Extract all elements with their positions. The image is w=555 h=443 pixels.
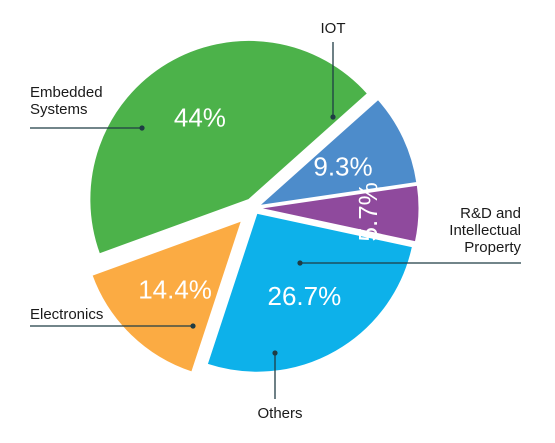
slices-layer [89,39,420,373]
category-label-line: Electronics [30,306,103,323]
leader-dot-randd-and-intellectual-property [297,260,303,266]
category-label-line: IOT [321,20,346,37]
slice-electronics [206,212,413,373]
category-label-line: R&D and [460,205,521,222]
value-label-embedded-systems: 14.4% [138,274,212,304]
category-label-line: Embedded [30,84,103,101]
leaders-layer [30,42,521,399]
slice-iot [89,39,369,255]
category-label-randd-and-intellectual-property: R&D and Intellectual Property [449,205,521,256]
value-label-randd-and-intellectual-property: 9.3% [313,151,372,181]
leader-dot-electronics [190,323,196,329]
category-label-iot: IOT [321,20,346,37]
category-label-electronics: Electronics [30,306,103,323]
slice-embedded-systems [91,220,243,373]
slice-others [259,184,420,243]
value-label-iot: 44% [174,103,226,133]
category-label-others: Others [257,405,302,422]
category-label-line: Others [257,405,302,422]
category-label-line: Intellectual [449,222,521,239]
value-labels-layer: 44% 9.3%5.7% 26.7% 14.4% [138,103,383,311]
slice-randd-and-intellectual-property [257,98,418,207]
leader-dot-iot [330,114,336,120]
category-label-embedded-systems: Embedded Systems [30,84,103,118]
value-label-others: 5.7% [353,182,383,241]
outer-labels-layer: IOT R&D and Intellectual Property Others Elec… [30,20,521,422]
value-label-electronics: 26.7% [268,281,342,311]
leader-dot-embedded-systems [139,125,145,131]
category-label-line: Property [464,239,521,256]
category-label-line: Systems [30,101,88,118]
leader-dot-others [272,350,278,356]
